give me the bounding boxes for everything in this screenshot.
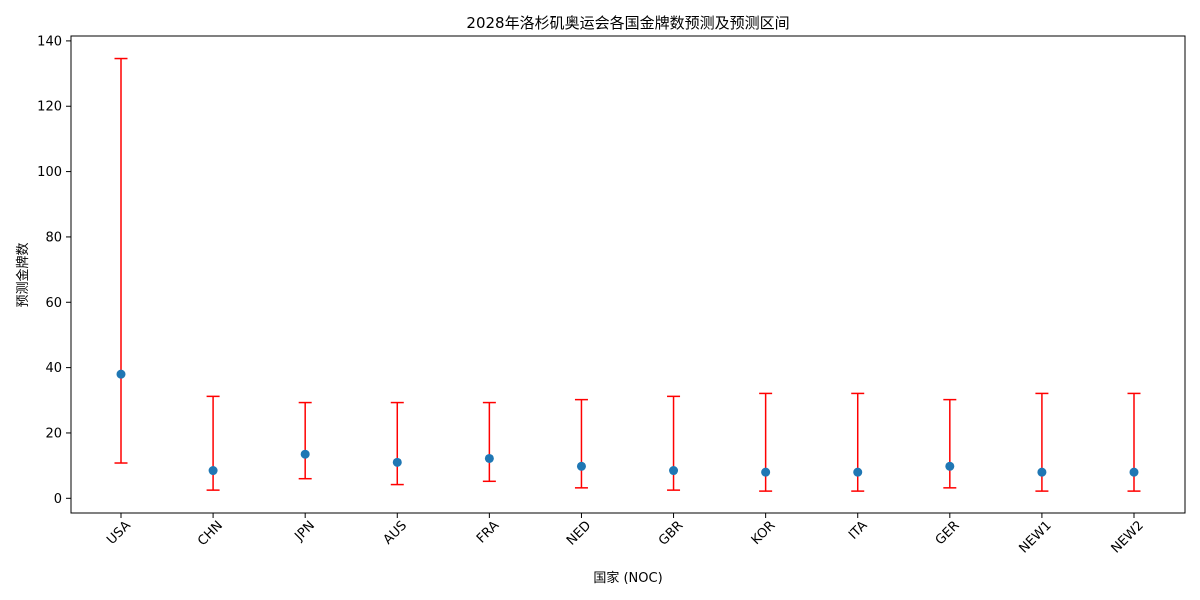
data-point bbox=[1129, 467, 1139, 477]
y-axis-label: 预测金牌数 bbox=[15, 242, 31, 307]
y-tick-label: 20 bbox=[45, 426, 62, 441]
x-tick-label: AUS bbox=[381, 518, 410, 547]
x-tick-label: GBR bbox=[656, 518, 686, 548]
data-point bbox=[300, 449, 310, 459]
y-tick-label: 80 bbox=[45, 230, 62, 245]
errorbar bbox=[114, 57, 128, 464]
errorbar bbox=[390, 401, 404, 486]
x-tick-label: ITA bbox=[846, 518, 871, 543]
plot-frame bbox=[70, 35, 1186, 514]
x-tick-label: NED bbox=[564, 518, 594, 548]
x-tick-label: GER bbox=[933, 518, 963, 548]
data-point bbox=[761, 467, 771, 477]
y-tick-label: 140 bbox=[37, 34, 62, 49]
data-point bbox=[945, 461, 955, 471]
x-tick-label: CHN bbox=[195, 518, 226, 549]
data-point bbox=[484, 453, 494, 463]
x-tick-label: JPN bbox=[292, 518, 318, 544]
y-axis-ticks: 0 20 40 60 80 100 120 140 bbox=[37, 34, 71, 507]
data-point bbox=[853, 467, 863, 477]
chart-title: 2028年洛杉矶奥运会各国金牌数预测及预测区间 bbox=[466, 14, 789, 32]
x-tick-label: NEW1 bbox=[1016, 518, 1054, 556]
data-point bbox=[116, 369, 126, 379]
x-tick-label: KOR bbox=[749, 518, 779, 548]
y-tick-label: 40 bbox=[45, 361, 62, 376]
errorbar bbox=[667, 395, 681, 491]
errorbar bbox=[482, 401, 496, 483]
y-tick-label: 100 bbox=[37, 165, 62, 180]
x-axis-ticks: USA CHN JPN AUS FRA NED GBR KOR ITA GER NEW1 NEW2 bbox=[104, 513, 1147, 556]
errorbar bbox=[298, 401, 312, 480]
y-tick-label: 120 bbox=[37, 100, 62, 115]
x-tick-label: USA bbox=[104, 518, 134, 548]
x-tick-label: NEW2 bbox=[1109, 518, 1147, 556]
y-tick-label: 60 bbox=[45, 296, 62, 311]
data-point bbox=[576, 461, 586, 471]
y-tick-label: 0 bbox=[54, 492, 62, 507]
data-point bbox=[669, 466, 679, 476]
x-axis-label: 国家 (NOC) bbox=[593, 570, 662, 586]
data-point bbox=[1037, 467, 1047, 477]
data-point bbox=[208, 466, 218, 476]
errorbar bbox=[943, 398, 957, 489]
errorbar bbox=[574, 398, 588, 489]
data-point bbox=[392, 457, 402, 467]
errorbar-layer bbox=[114, 57, 1141, 492]
x-tick-label: FRA bbox=[474, 518, 502, 546]
point-layer bbox=[116, 369, 1139, 477]
errorbar bbox=[206, 395, 220, 491]
